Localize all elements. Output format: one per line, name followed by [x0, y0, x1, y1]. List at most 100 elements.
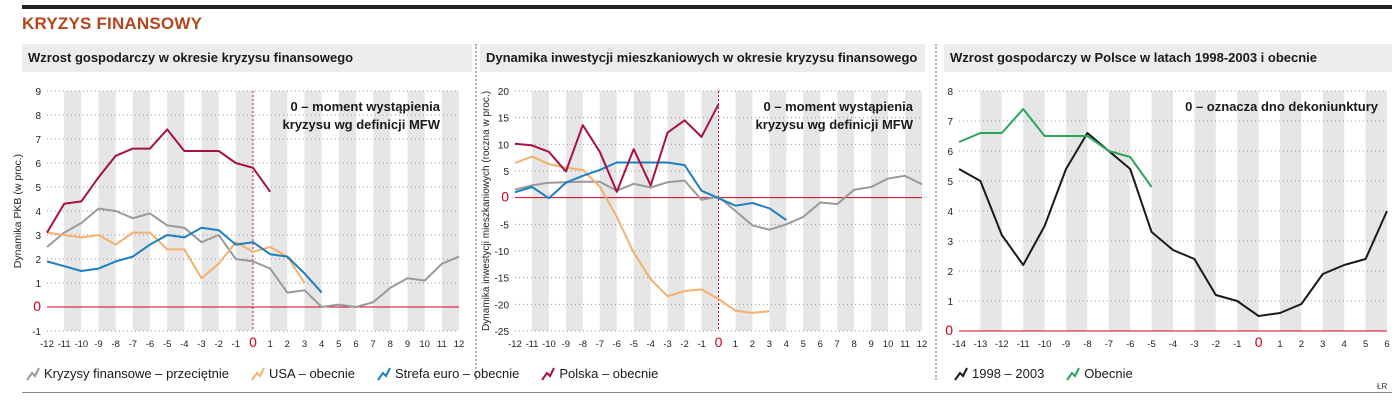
annotation-text: 0 – moment wystąpienia [290, 99, 440, 114]
legend-label: Strefa euro – obecnie [395, 366, 520, 381]
y-axis-label: Dynamika PKB (w proc.) [12, 154, 24, 268]
legend-left: Kryzysy finansowe – przeciętnie USA – obe… [26, 366, 658, 381]
x-tick-label: 8 [852, 339, 857, 350]
x-tick-label: 2 [285, 339, 290, 350]
x-tick-label: -8 [579, 339, 587, 350]
x-tick-label: -6 [1126, 339, 1134, 350]
legend-swatch-icon [541, 367, 556, 381]
x-tick-label: 4 [319, 339, 324, 350]
legend-item: USA – obecnie [251, 366, 355, 381]
x-tick-label: -1 [697, 339, 705, 350]
bottom-rule [22, 392, 1392, 393]
grid-band [599, 91, 617, 331]
y-tick-label: 3 [35, 231, 41, 242]
x-tick-label: -2 [1212, 339, 1220, 350]
x-tick-label: -5 [629, 339, 637, 350]
series-line-usa [514, 155, 770, 314]
grid-band [701, 91, 719, 331]
y-tick-label: 5 [503, 167, 509, 178]
x-tick-label: 2 [750, 339, 755, 350]
series-line-black [958, 132, 1388, 317]
x-tick-label: 0 [715, 334, 723, 350]
legend-label: 1998 – 2003 [972, 366, 1045, 381]
x-tick-label: 4 [784, 339, 789, 350]
x-tick-label: -5 [163, 339, 171, 350]
legend-swatch-icon [377, 367, 391, 381]
y-tick-label: 1 [35, 279, 41, 290]
x-tick-label: -14 [952, 339, 966, 350]
x-tick-label: 4 [1342, 339, 1347, 350]
panel-3-title: Wzrost gospodarczy w Polsce w latach 199… [944, 44, 1392, 72]
x-tick-label: -7 [129, 339, 137, 350]
x-tick-label: 6 [353, 339, 358, 350]
legend-swatch-mark [1066, 367, 1081, 381]
series-line-grey [46, 207, 460, 308]
y-tick-label: -1 [32, 327, 41, 338]
x-tick-label: 1 [268, 339, 273, 350]
y-axis-label: Dynamika inwestycji mieszkaniowych (rocz… [481, 91, 492, 331]
x-tick-label: -8 [111, 339, 119, 350]
x-tick-label: -12 [508, 339, 522, 350]
x-tick-label: -7 [1105, 339, 1113, 350]
panel-divider [475, 44, 477, 380]
y-tick-label: -25 [495, 327, 510, 338]
panel-1-title: Wzrost gospodarczy w okresie kryzysu fin… [22, 44, 472, 72]
series-line-polska [514, 103, 720, 193]
series-line-grey [514, 174, 923, 231]
x-tick-label: 0 [249, 334, 257, 350]
grid-band [235, 91, 253, 331]
x-tick-label: 6 [1384, 339, 1389, 350]
x-tick-label: 12 [917, 339, 928, 350]
x-tick-label: -10 [542, 339, 556, 350]
x-tick-label: -10 [1038, 339, 1052, 350]
y-tick-label: 7 [35, 135, 41, 146]
x-tick-label: 6 [818, 339, 823, 350]
y-tick-label: 5 [947, 177, 953, 188]
y-tick-label: 15 [498, 114, 510, 125]
grid-band [1322, 91, 1345, 331]
legend-item: Obecnie [1066, 366, 1133, 381]
legend-swatch-icon [954, 367, 968, 381]
panel-divider [935, 44, 937, 380]
y-tick-label: 4 [947, 207, 953, 218]
x-tick-label: 9 [405, 339, 410, 350]
legend-item: Polska – obecnie [541, 366, 658, 381]
x-tick-label: -3 [1190, 339, 1198, 350]
page-title: KRYZYS FINANSOWY [22, 14, 203, 33]
grid-band [735, 91, 753, 331]
grid-band [565, 91, 583, 331]
y-tick-label: 0 [33, 298, 41, 314]
y-tick-label: -10 [495, 247, 510, 258]
annotation-text: kryzysu wg definicji MFW [283, 117, 441, 132]
x-tick-label: 2 [1299, 339, 1304, 350]
legend-right: 1998 – 2003 Obecnie [954, 366, 1133, 381]
grid-band [531, 91, 549, 331]
legend-swatch-icon [1066, 367, 1081, 381]
y-tick-label: -5 [500, 220, 509, 231]
x-tick-label: 5 [801, 339, 806, 350]
x-tick-label: -8 [1083, 339, 1091, 350]
grid-band [837, 91, 855, 331]
grid-band [64, 91, 82, 331]
x-tick-label: -4 [1169, 339, 1177, 350]
series-line-polska [46, 128, 272, 234]
x-tick-label: 12 [454, 339, 465, 350]
grid-band [441, 91, 459, 331]
y-tick-label: 2 [35, 255, 41, 266]
series-line-green [958, 108, 1153, 188]
y-tick-label: 9 [35, 87, 41, 98]
grid-band [1066, 91, 1088, 331]
x-tick-label: -4 [646, 339, 654, 350]
x-tick-label: 1 [733, 339, 738, 350]
legend-swatch-mark [377, 367, 391, 381]
grid-band [1194, 91, 1216, 331]
x-tick-label: 11 [437, 339, 447, 350]
y-tick-label: 0 [501, 189, 509, 205]
grid-band [1365, 91, 1387, 331]
x-tick-label: -11 [525, 339, 538, 350]
legend-item: Kryzysy finansowe – przeciętnie [26, 366, 229, 381]
annotation-text: 0 – oznacza dno dekoniunktury [1185, 99, 1379, 114]
x-tick-label: -9 [562, 339, 570, 350]
x-tick-label: -7 [596, 339, 604, 350]
